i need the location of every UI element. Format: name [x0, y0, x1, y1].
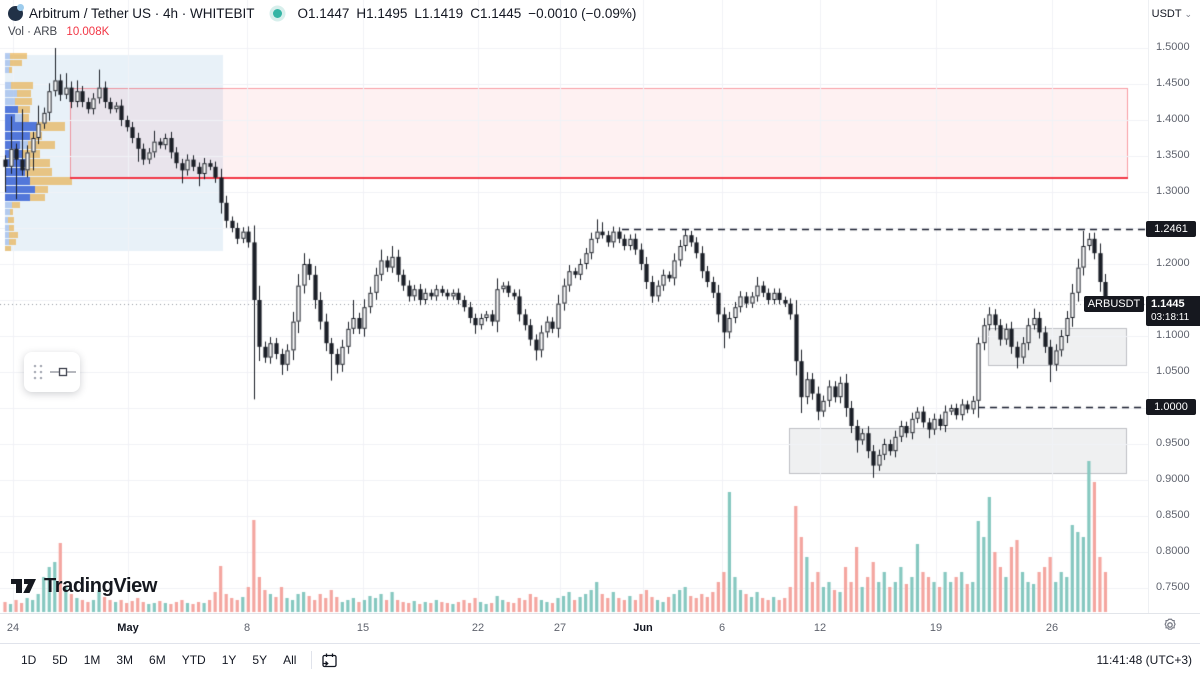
tradingview-wordmark: TradingView: [44, 574, 158, 597]
tradingview-mark-icon: [11, 579, 36, 593]
price-chart-canvas[interactable]: [0, 0, 1148, 613]
volume-legend: Vol · ARB 10.008K: [8, 26, 109, 38]
price-tick-label: 0.8500: [1156, 509, 1190, 521]
range-button-1y[interactable]: 1Y: [221, 653, 237, 667]
range-button-ytd[interactable]: YTD: [181, 653, 206, 667]
price-tick-label: 1.0500: [1156, 365, 1190, 377]
symbol-title[interactable]: Arbitrum / Tether US · 4h · WHITEBIT: [29, 6, 255, 21]
change-value: −0.0010 (−0.09%): [528, 6, 637, 21]
range-button-1m[interactable]: 1M: [83, 653, 101, 667]
time-axis[interactable]: 24 May 8 15 22 27 Jun 6 12 19 26: [0, 613, 1200, 644]
low-value: L1.1419: [414, 6, 464, 21]
time-tick-label: 22: [471, 622, 485, 634]
currency-label: USDT: [1151, 8, 1182, 20]
range-button-all[interactable]: All: [283, 653, 297, 667]
volume-value: 10.008K: [66, 26, 110, 38]
symbol-tag-value: ARBUSDT: [1087, 298, 1141, 310]
price-tick-label: 1.2000: [1156, 257, 1190, 269]
price-tick-label: 0.9000: [1156, 473, 1190, 485]
time-tick-label: 6: [718, 622, 726, 634]
time-tick-label: 27: [553, 622, 567, 634]
time-tick-label: 26: [1045, 622, 1059, 634]
chart-legend: Arbitrum / Tether US · 4h · WHITEBIT O1.…: [8, 4, 644, 21]
currency-selector[interactable]: USDT ⌄: [1152, 8, 1192, 20]
range-button-1d[interactable]: 1D: [21, 653, 37, 667]
horizontal-line-tool-icon[interactable]: [49, 362, 77, 382]
volume-label[interactable]: Vol · ARB: [8, 26, 58, 38]
close-value: C1.1445: [470, 6, 522, 21]
range-button-5y[interactable]: 5Y: [252, 653, 268, 667]
level-low-value: 1.0000: [1154, 401, 1188, 413]
price-tick-label: 1.4000: [1156, 113, 1190, 125]
range-button-6m[interactable]: 6M: [149, 653, 166, 667]
level-price-tag-low: 1.0000: [1146, 399, 1196, 415]
price-tick-label: 1.4500: [1156, 77, 1190, 89]
price-tick-label: 1.5000: [1156, 41, 1190, 53]
time-tick-label: May: [117, 622, 139, 634]
ohlc-values: O1.1447 H1.1495 L1.1419 C1.1445 −0.0010 (−0.…: [298, 6, 644, 21]
level-high-value: 1.2461: [1154, 223, 1188, 235]
open-value: O1.1447: [297, 6, 350, 21]
last-price-value: 1.1445: [1151, 298, 1185, 310]
time-tick-label: 15: [356, 622, 370, 634]
price-tick-label: 1.3500: [1156, 149, 1190, 161]
go-to-date-calendar-icon[interactable]: [320, 651, 339, 670]
chevron-down-icon: ⌄: [1184, 9, 1192, 19]
symbol-price-tag: ARBUSDT: [1084, 296, 1144, 312]
range-button-5d[interactable]: 5D: [52, 653, 68, 667]
price-tick-label: 1.1000: [1156, 329, 1190, 341]
level-price-tag-high: 1.2461: [1146, 221, 1196, 237]
date-range-switcher: 1D 5D 1M 3M 6M YTD 1Y 5Y All: [14, 650, 303, 670]
clock-timezone[interactable]: 11:41:48 (UTC+3): [1096, 653, 1193, 667]
floating-drawing-toolbar[interactable]: [24, 352, 80, 392]
time-tick-label: 8: [243, 622, 251, 634]
arbitrum-logo-icon: [8, 4, 24, 21]
price-tick-label: 0.7500: [1156, 581, 1190, 593]
time-tick-label: 19: [929, 622, 943, 634]
high-value: H1.1495: [356, 6, 408, 21]
time-tick-label: 24: [6, 622, 20, 634]
price-tick-label: 0.8000: [1156, 545, 1190, 557]
bar-countdown: 03:18:11: [1151, 312, 1190, 323]
time-tick-label: 12: [813, 622, 827, 634]
last-price-tag: 1.1445 03:18:11: [1146, 296, 1200, 326]
toolbar-divider: [311, 651, 313, 669]
range-button-3m[interactable]: 3M: [116, 653, 134, 667]
market-status-dot-icon[interactable]: [272, 9, 282, 18]
drag-handle-icon[interactable]: [31, 362, 45, 382]
price-tick-label: 0.9500: [1156, 437, 1190, 449]
price-tick-label: 1.3000: [1156, 185, 1190, 197]
bottom-toolbar: 1D 5D 1M 3M 6M YTD 1Y 5Y All 11:41:48 (UTC+3): [0, 643, 1200, 675]
time-tick-label: Jun: [633, 622, 653, 634]
tradingview-logo[interactable]: TradingView: [10, 574, 157, 598]
axis-settings-gear-icon[interactable]: [1162, 617, 1178, 638]
